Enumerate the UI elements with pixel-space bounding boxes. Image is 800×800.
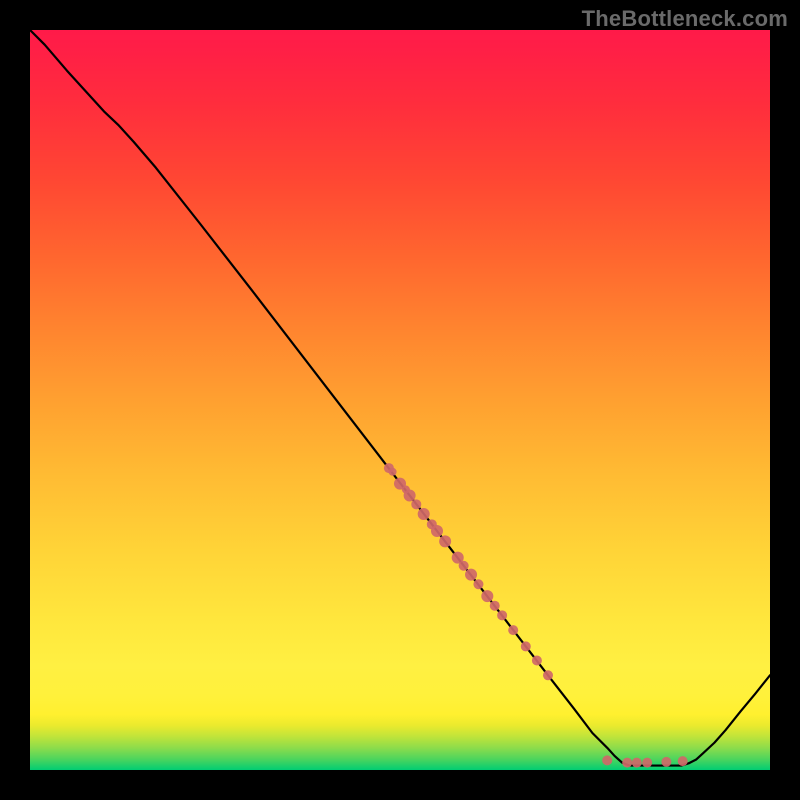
scatter-point: [678, 756, 688, 766]
scatter-point: [481, 590, 493, 602]
chart-stage: TheBottleneck.com: [0, 0, 800, 800]
scatter-point: [622, 758, 632, 768]
bottleneck-chart: [30, 30, 770, 770]
scatter-point: [532, 655, 542, 665]
scatter-point: [459, 561, 469, 571]
scatter-point: [508, 625, 518, 635]
scatter-point: [490, 601, 500, 611]
scatter-point: [497, 610, 507, 620]
scatter-point: [473, 579, 483, 589]
scatter-point: [642, 758, 652, 768]
scatter-point: [411, 499, 421, 509]
watermark-label: TheBottleneck.com: [582, 6, 788, 32]
gradient-background: [30, 30, 770, 770]
scatter-point: [465, 569, 477, 581]
scatter-point: [389, 468, 397, 476]
scatter-point: [439, 535, 451, 547]
scatter-point: [602, 755, 612, 765]
scatter-point: [632, 758, 642, 768]
scatter-point: [431, 525, 443, 537]
scatter-point: [418, 508, 430, 520]
scatter-point: [521, 641, 531, 651]
scatter-point: [404, 489, 416, 501]
scatter-point: [543, 670, 553, 680]
scatter-point: [661, 757, 671, 767]
